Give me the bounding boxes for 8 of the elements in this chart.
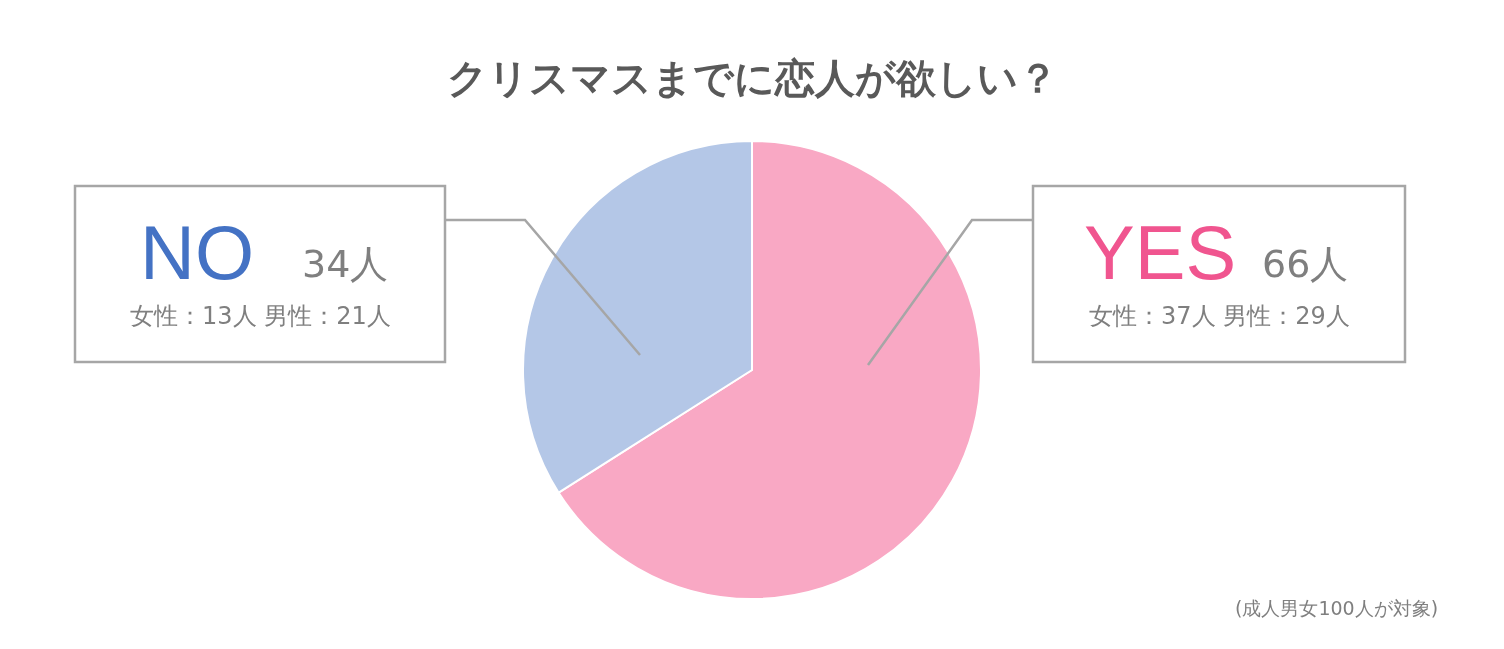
- data-label: 66人: [1262, 242, 1349, 286]
- data-label: 34人: [302, 242, 389, 286]
- chart-title: クリスマスまでに恋人が欲しい？: [447, 55, 1058, 101]
- text: 女性：37人 男性：29人: [1089, 302, 1350, 330]
- text: (成人男女100人が対象): [1235, 597, 1439, 619]
- text: 女性：13人 男性：21人: [130, 302, 391, 330]
- slice-label: NO: [140, 210, 254, 295]
- slice-label: YES: [1084, 210, 1237, 295]
